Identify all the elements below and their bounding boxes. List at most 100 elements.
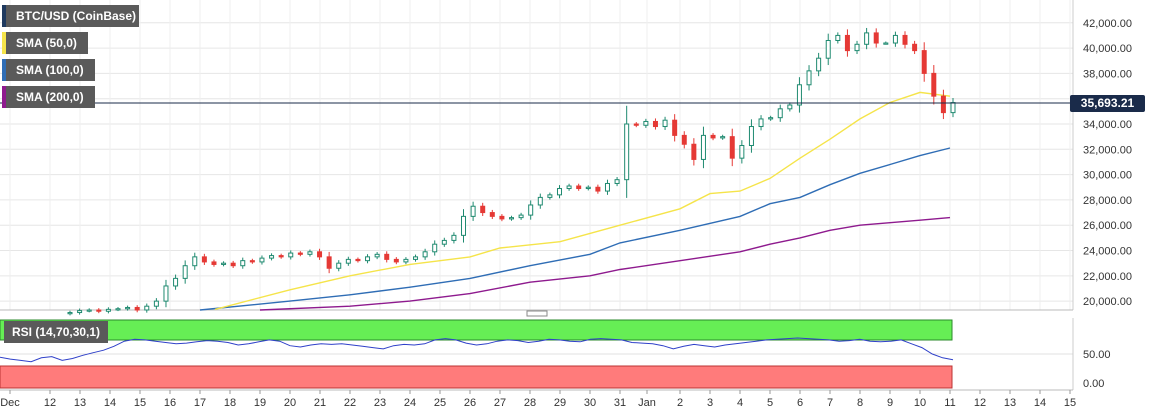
candle	[681, 131, 687, 149]
candle	[595, 184, 601, 194]
price-tick-label: 20,000.00	[1083, 296, 1132, 308]
candle-body	[700, 134, 706, 160]
candle	[835, 32, 841, 44]
candle-body	[652, 120, 658, 128]
candle-body	[787, 104, 793, 110]
candle-body	[345, 258, 351, 264]
candle-body	[336, 262, 342, 269]
candle	[249, 258, 255, 264]
time-tick-label: 7	[827, 397, 833, 409]
time-tick-label: 23	[374, 397, 386, 409]
candle	[403, 257, 409, 265]
candle-body	[278, 255, 284, 258]
candle-body	[720, 136, 726, 139]
time-tick-label: 11	[944, 397, 955, 409]
candle-body	[902, 34, 908, 45]
candle	[153, 298, 159, 310]
candle	[576, 183, 582, 191]
candle-body	[230, 262, 236, 267]
time-tick-label: 16	[164, 397, 176, 409]
candle-body	[307, 251, 313, 255]
candle	[499, 214, 505, 222]
candle-body	[201, 256, 207, 263]
candle	[384, 251, 390, 263]
candle-body	[374, 253, 380, 258]
candle-body	[144, 305, 150, 311]
candle	[509, 215, 514, 221]
time-tick-label: 12	[44, 397, 56, 409]
candle-body	[528, 204, 534, 216]
candle-body	[940, 95, 946, 114]
time-tick-label: 12	[974, 397, 986, 409]
rsi-legend[interactable]: RSI (14,70,30,1)	[4, 321, 109, 343]
time-tick-label: 10	[914, 397, 926, 409]
price-tick-label: 34,000.00	[1083, 119, 1132, 131]
instrument-legend[interactable]: BTC/USD (CoinBase)	[2, 5, 139, 27]
candle	[700, 126, 706, 169]
candle-body	[643, 120, 649, 126]
sma50-line	[214, 91, 951, 311]
candles-group	[67, 27, 956, 316]
time-tick-label: Jan	[638, 397, 656, 409]
candle-body	[950, 102, 956, 114]
candle	[125, 305, 131, 311]
time-tick-label: 18	[224, 397, 236, 409]
rsi-line	[0, 337, 954, 363]
candle	[864, 27, 870, 50]
sma200-legend[interactable]: SMA (200,0)	[2, 86, 95, 108]
candle	[825, 33, 831, 66]
price-panel-bg	[0, 0, 1073, 310]
candle-body	[633, 123, 639, 126]
candle	[844, 29, 850, 57]
candle	[720, 134, 726, 140]
candle	[326, 251, 332, 274]
candle-body	[614, 179, 620, 184]
candle	[182, 260, 188, 284]
candle-body	[777, 108, 783, 119]
candle	[556, 185, 562, 199]
candle	[672, 114, 678, 142]
candle-body	[806, 70, 812, 86]
sma100-legend[interactable]: SMA (100,0)	[2, 59, 95, 81]
sma50-legend[interactable]: SMA (50,0)	[2, 32, 88, 54]
time-tick-label: 21	[314, 397, 326, 409]
candle-body	[710, 134, 716, 139]
candle	[163, 279, 169, 308]
candle-body	[288, 252, 294, 258]
candle	[134, 305, 140, 313]
candle-body	[892, 34, 898, 44]
candle	[345, 256, 351, 266]
candle-body	[77, 310, 83, 314]
candle-body	[297, 252, 303, 255]
candle-body	[873, 32, 879, 44]
time-tick-label: 17	[194, 397, 206, 409]
candle	[441, 237, 447, 247]
candle	[777, 104, 783, 122]
candle-body	[134, 306, 140, 311]
candle-body	[509, 217, 514, 220]
time-tick-label: 15	[134, 397, 146, 409]
candle-body	[489, 212, 495, 217]
candle	[278, 253, 284, 259]
time-tick-label: 13	[74, 397, 86, 409]
candle-body	[317, 251, 323, 258]
candle-body	[595, 186, 601, 192]
candle-body	[883, 42, 889, 45]
candle	[566, 183, 572, 191]
candle	[173, 274, 179, 290]
candle-body	[604, 182, 610, 192]
candle-body	[211, 261, 217, 265]
rsi-tick-label: 0.00	[1083, 378, 1104, 390]
candle-body	[921, 50, 927, 74]
price-tick-label: 26,000.00	[1083, 220, 1132, 232]
candle-body	[556, 188, 562, 196]
candle-body	[931, 72, 937, 97]
time-tick-label: 24	[404, 397, 416, 409]
candle-body	[67, 312, 73, 315]
candle-body	[163, 285, 169, 302]
candle	[336, 260, 342, 272]
time-tick-label: 27	[494, 397, 506, 409]
time-tick-label: Dec	[0, 397, 20, 409]
time-tick-label: 20	[284, 397, 296, 409]
